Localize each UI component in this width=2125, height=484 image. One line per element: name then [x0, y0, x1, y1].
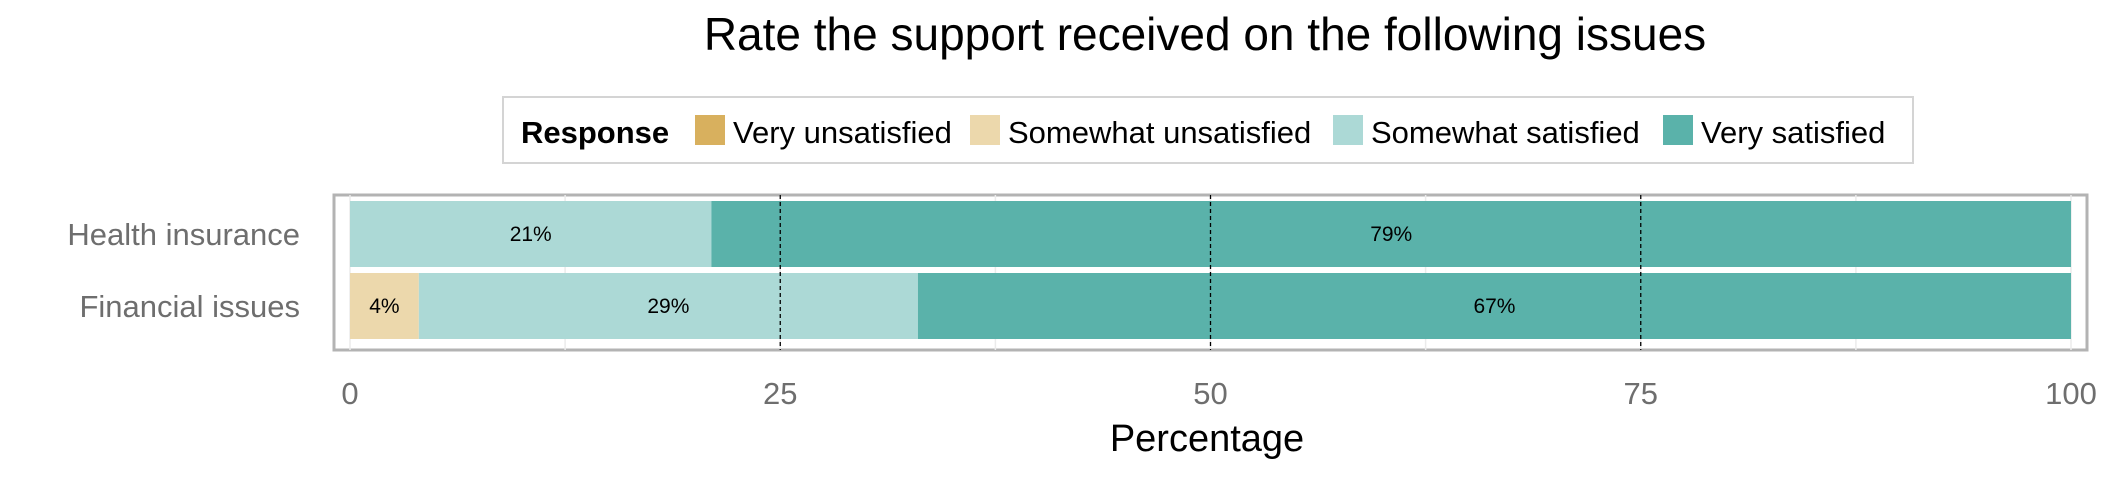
- category-axis: Health insurance Financial issues: [67, 217, 300, 324]
- x-tick-label: 0: [341, 376, 358, 411]
- legend-label-somewhat-satisfied: Somewhat satisfied: [1371, 115, 1640, 150]
- x-tick-label: 25: [763, 376, 797, 411]
- bar-financial-issues-somewhat-satisfied: [418, 273, 918, 339]
- legend-swatch-very-satisfied: [1663, 115, 1693, 145]
- category-label-financial-issues: Financial issues: [79, 289, 300, 324]
- x-axis: 0 25 50 75 100: [341, 376, 2096, 411]
- legend-label-very-satisfied: Very satisfied: [1701, 115, 1885, 150]
- legend-label-somewhat-unsatisfied: Somewhat unsatisfied: [1008, 115, 1311, 150]
- x-tick-label: 50: [1193, 376, 1227, 411]
- bars: [350, 201, 2072, 339]
- x-tick-label: 75: [1624, 376, 1658, 411]
- plot-panel: 21% 79% 4% 29% 67%: [332, 193, 2089, 352]
- legend-swatch-somewhat-unsatisfied: [970, 115, 1000, 145]
- bar-financial-issues-very-satisfied: [917, 273, 2072, 339]
- legend-swatch-somewhat-satisfied: [1333, 115, 1363, 145]
- legend-swatch-very-unsatisfied: [695, 115, 725, 145]
- data-labels: 21% 79% 4% 29% 67%: [369, 223, 1515, 318]
- bar-health-insurance-somewhat-satisfied: [350, 201, 712, 267]
- x-tick-label: 100: [2045, 376, 2097, 411]
- reference-lines: [779, 195, 1642, 350]
- data-label: 79%: [1370, 223, 1412, 246]
- legend-title: Response: [521, 115, 669, 150]
- data-label: 29%: [647, 295, 689, 318]
- data-label: 4%: [369, 295, 399, 318]
- data-label: 21%: [510, 223, 552, 246]
- legend-label-very-unsatisfied: Very unsatisfied: [733, 115, 952, 150]
- x-axis-title: Percentage: [1110, 418, 1304, 460]
- chart-title: Rate the support received on the followi…: [704, 8, 1706, 60]
- category-label-health-insurance: Health insurance: [67, 217, 300, 252]
- data-label: 67%: [1473, 295, 1515, 318]
- bar-health-insurance-very-satisfied: [711, 201, 2072, 267]
- bar-financial-issues-somewhat-unsatisfied: [350, 273, 419, 339]
- legend: Response Very unsatisfied Somewhat unsati…: [502, 96, 1914, 164]
